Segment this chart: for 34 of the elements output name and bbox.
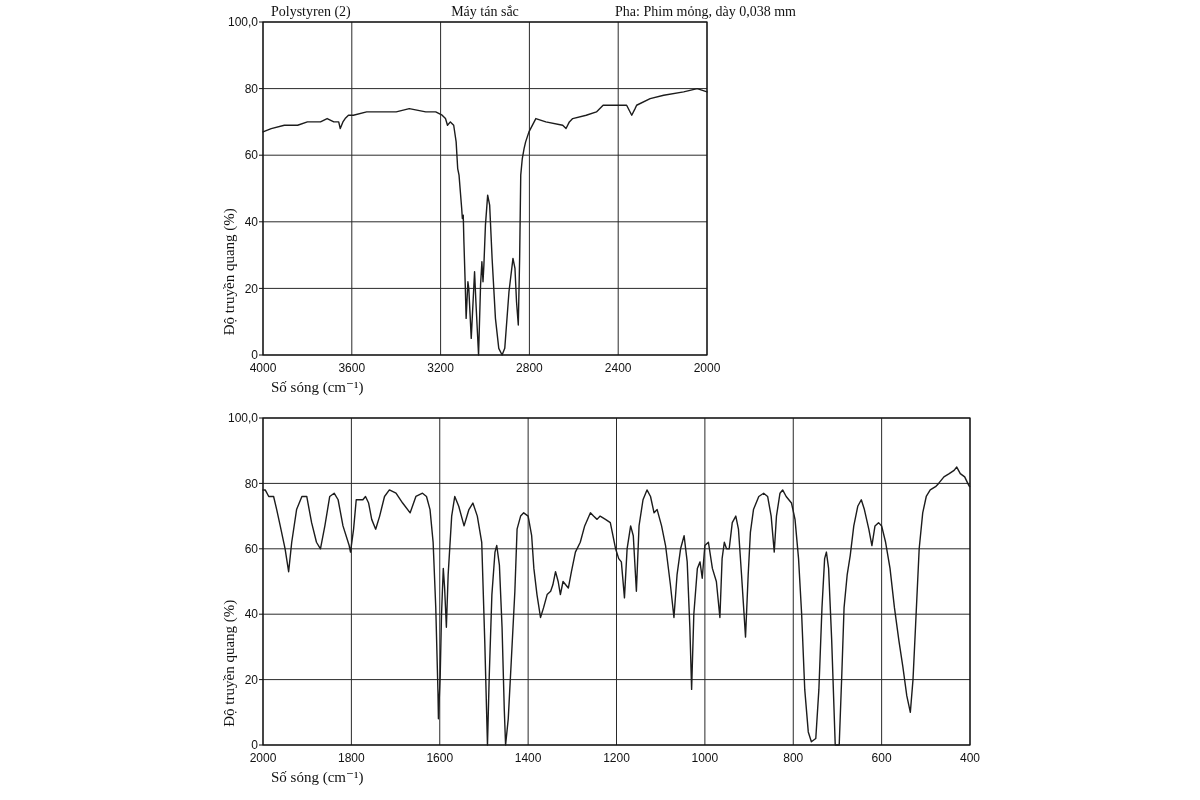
- y-tick-label: 20: [244, 672, 259, 687]
- x-tick-label: 2800: [516, 361, 544, 375]
- y-tick-label: 40: [244, 215, 259, 229]
- y-tick-label: 40: [244, 607, 259, 622]
- y-tick-label: 0: [251, 738, 259, 753]
- x-tick-label: 2400: [604, 361, 632, 375]
- y-tick-label: 0: [251, 348, 259, 363]
- x-tick-label: 400: [959, 751, 981, 765]
- y-tick-label: 60: [244, 542, 259, 556]
- x-tick-label: 1400: [514, 751, 542, 765]
- x-tick-label: 600: [871, 751, 892, 765]
- x-axis-title: Số sóng (cm⁻¹): [271, 379, 364, 396]
- x-tick-label: 1800: [338, 751, 366, 765]
- y-axis-title: Độ truyền quang (%): [221, 208, 238, 336]
- x-tick-label: 1000: [691, 751, 719, 765]
- y-tick-label: 60: [244, 148, 259, 163]
- x-tick-label: 1200: [603, 751, 631, 765]
- text: Máy tán sắc: [451, 4, 519, 19]
- y-tick-label: 100,0: [227, 411, 259, 426]
- y-tick-label: 20: [244, 281, 259, 296]
- chart-title: Polystyren (2): [271, 4, 352, 20]
- x-tick-label: 1600: [426, 751, 454, 765]
- x-tick-label: 3200: [427, 361, 455, 375]
- x-tick-label: 3600: [338, 361, 366, 375]
- y-tick-label: 100,0: [227, 15, 259, 30]
- y-axis-title: Độ truyền quang (%): [221, 599, 238, 727]
- x-tick-label: 4000: [249, 361, 277, 375]
- x-tick-label: 800: [783, 751, 804, 765]
- text: Pha: Phim mỏng, dày 0,038 mm: [615, 4, 797, 19]
- y-tick-label: 80: [244, 476, 259, 491]
- x-tick-label: 2000: [693, 361, 721, 375]
- x-tick-label: 2000: [249, 751, 277, 765]
- x-axis-title: Số sóng (cm⁻¹): [271, 769, 364, 786]
- y-tick-label: 80: [244, 81, 259, 96]
